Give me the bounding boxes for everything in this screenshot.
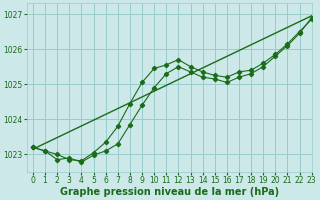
X-axis label: Graphe pression niveau de la mer (hPa): Graphe pression niveau de la mer (hPa) — [60, 187, 279, 197]
